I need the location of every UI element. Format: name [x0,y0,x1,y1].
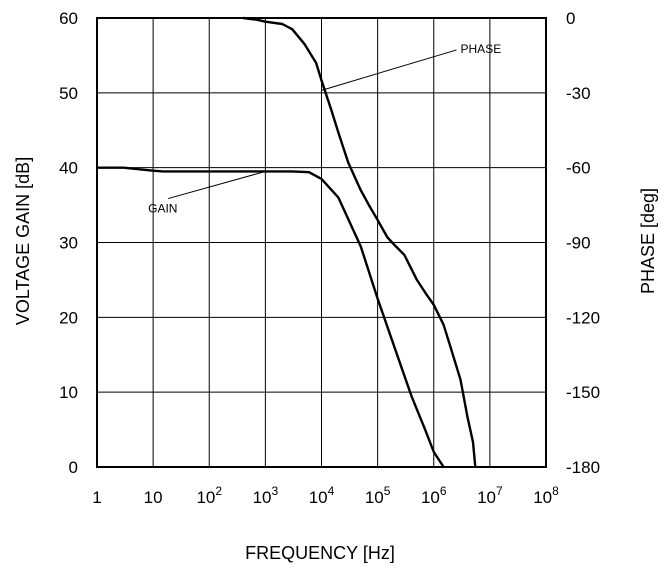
y-tick-label-right: -150 [566,383,600,402]
grid-layer [97,18,546,467]
x-tick-label: 103 [253,484,279,507]
annotation-leader-line [321,49,457,91]
y-tick-label-right: -60 [566,159,591,178]
y-tick-label-left: 0 [69,458,78,477]
tick-layer: 1 10 102 103 104 105 106 107 108 0 -180 10 -150 20 -12… [59,9,600,507]
y-axis-title-left: VOLTAGE GAIN [dB] [13,157,33,325]
y-tick-label-left: 60 [59,9,78,28]
y-tick-label-right: 0 [566,9,575,28]
x-tick-label: 105 [365,484,391,507]
y-tick-label-left: 40 [59,159,78,178]
annotation-label-gain: GAIN [148,202,177,216]
plot-frame [96,17,547,468]
y-axis-title-right: PHASE [deg] [638,188,658,294]
x-tick-label: 107 [477,484,503,507]
y-tick-label-right: -90 [566,234,591,253]
y-tick-label-left: 20 [59,308,78,327]
curve-gain [97,166,445,468]
x-axis-title: FREQUENCY [Hz] [245,543,395,563]
curve-phase [242,16,477,468]
x-tick-label: 1 [92,488,101,507]
y-tick-label-left: 10 [59,383,78,402]
x-tick-label: 108 [533,484,559,507]
x-tick-label: 104 [309,484,335,507]
y-tick-label-right: -180 [566,458,600,477]
annotation-layer: PHASE GAIN [148,42,501,216]
x-tick-label: 10 [144,488,163,507]
y-tick-label-right: -30 [566,84,591,103]
annotation-label-phase: PHASE [461,42,502,56]
curve-layer [97,16,477,468]
y-tick-label-left: 50 [59,84,78,103]
annotation-leader-line [167,170,266,200]
x-tick-label: 102 [196,484,222,507]
y-tick-label-left: 30 [59,234,78,253]
x-tick-label: 106 [421,484,447,507]
y-tick-label-right: -120 [566,308,600,327]
